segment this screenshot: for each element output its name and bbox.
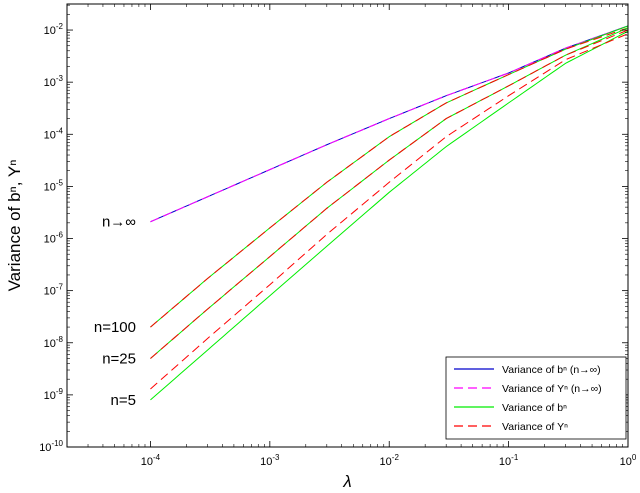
y-tick-label: 10-3 — [44, 74, 64, 89]
x-tick-label: 10-4 — [141, 453, 161, 468]
series-line-7 — [150, 33, 629, 390]
legend-label: Variance of Yⁿ — [502, 421, 568, 433]
curve-label: n=25 — [102, 350, 136, 367]
series-line-5 — [150, 29, 629, 359]
y-tick-label: 10-2 — [44, 22, 64, 37]
curve-labels-group: n→∞ n=100 n=25 n=5 — [94, 214, 136, 409]
y-tick-label: 10-10 — [39, 439, 63, 454]
curves-group — [150, 25, 629, 401]
legend-label: Variance of bⁿ (n→∞) — [502, 364, 601, 376]
series-line-2 — [150, 25, 629, 328]
series-line-3 — [150, 27, 629, 328]
y-axis-label: Variance of bⁿ, Yⁿ — [5, 160, 24, 292]
legend-label: Variance of bⁿ — [502, 402, 567, 414]
plot-frame — [66, 3, 629, 448]
legend-box — [445, 356, 627, 440]
legend-entries: Variance of bⁿ (n→∞) Variance of Yⁿ (n→∞)… — [454, 364, 602, 433]
legend-label: Variance of Yⁿ (n→∞) — [502, 383, 602, 395]
x-tick-label: 100 — [620, 453, 637, 468]
y-tick-label: 10-7 — [44, 283, 64, 298]
x-tick-label: 10-2 — [380, 453, 400, 468]
legend: Variance of bⁿ (n→∞) Variance of Yⁿ (n→∞)… — [445, 356, 627, 440]
y-tick-label: 10-5 — [44, 178, 64, 193]
series-line-4 — [150, 27, 629, 359]
x-axis-label: λ — [342, 472, 351, 491]
y-tick-label: 10-4 — [44, 126, 64, 141]
x-tick-label: 10-3 — [260, 453, 280, 468]
x-tick-label: 10-1 — [499, 453, 519, 468]
series-line-1 — [150, 25, 629, 223]
curve-label: n=5 — [111, 392, 136, 409]
y-tick-label: 10-9 — [44, 387, 64, 402]
curve-label: n=100 — [94, 319, 136, 336]
curve-label: n→∞ — [102, 214, 136, 231]
y-tick-label: 10-8 — [44, 335, 64, 350]
series-line-6 — [150, 30, 629, 401]
y-tick-label: 10-6 — [44, 231, 64, 246]
